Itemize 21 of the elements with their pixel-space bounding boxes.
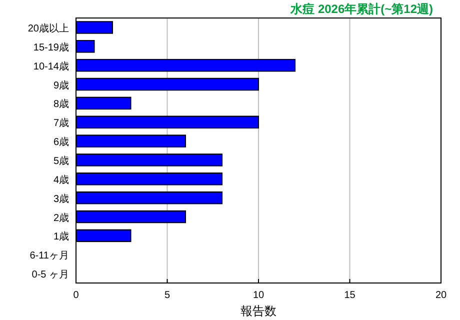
- y-tick-label: 6-11ヶ月: [30, 250, 69, 262]
- x-tick-label: 0: [73, 290, 80, 301]
- x-tick-label: 5: [164, 290, 170, 301]
- y-tick-label: 4歳: [53, 174, 69, 186]
- x-tick-label: 15: [344, 290, 356, 301]
- y-tick-label: 0-5 ヶ月: [32, 270, 69, 281]
- y-tick-label: 15-19歳: [33, 41, 69, 54]
- y-tick-label: 6歳: [53, 136, 69, 148]
- y-tick-label: 1歳: [53, 230, 69, 243]
- x-axis-title: 報告数: [240, 304, 276, 318]
- x-tick-label: 20: [435, 290, 447, 301]
- y-tick-label: 8歳: [53, 98, 69, 110]
- chart-title: 水痘 2026年累計(~第12週): [290, 2, 433, 16]
- y-tick-label: 3歳: [53, 192, 69, 205]
- x-tick-label: 10: [252, 290, 264, 301]
- y-tick-label: 5歳: [53, 154, 69, 167]
- y-tick-label: 10-14歳: [33, 60, 69, 72]
- y-tick-label: 9歳: [53, 79, 69, 92]
- y-tick-label: 2歳: [53, 212, 69, 224]
- y-tick-label: 7歳: [53, 117, 69, 130]
- y-tick-label: 20歳以上: [28, 22, 69, 34]
